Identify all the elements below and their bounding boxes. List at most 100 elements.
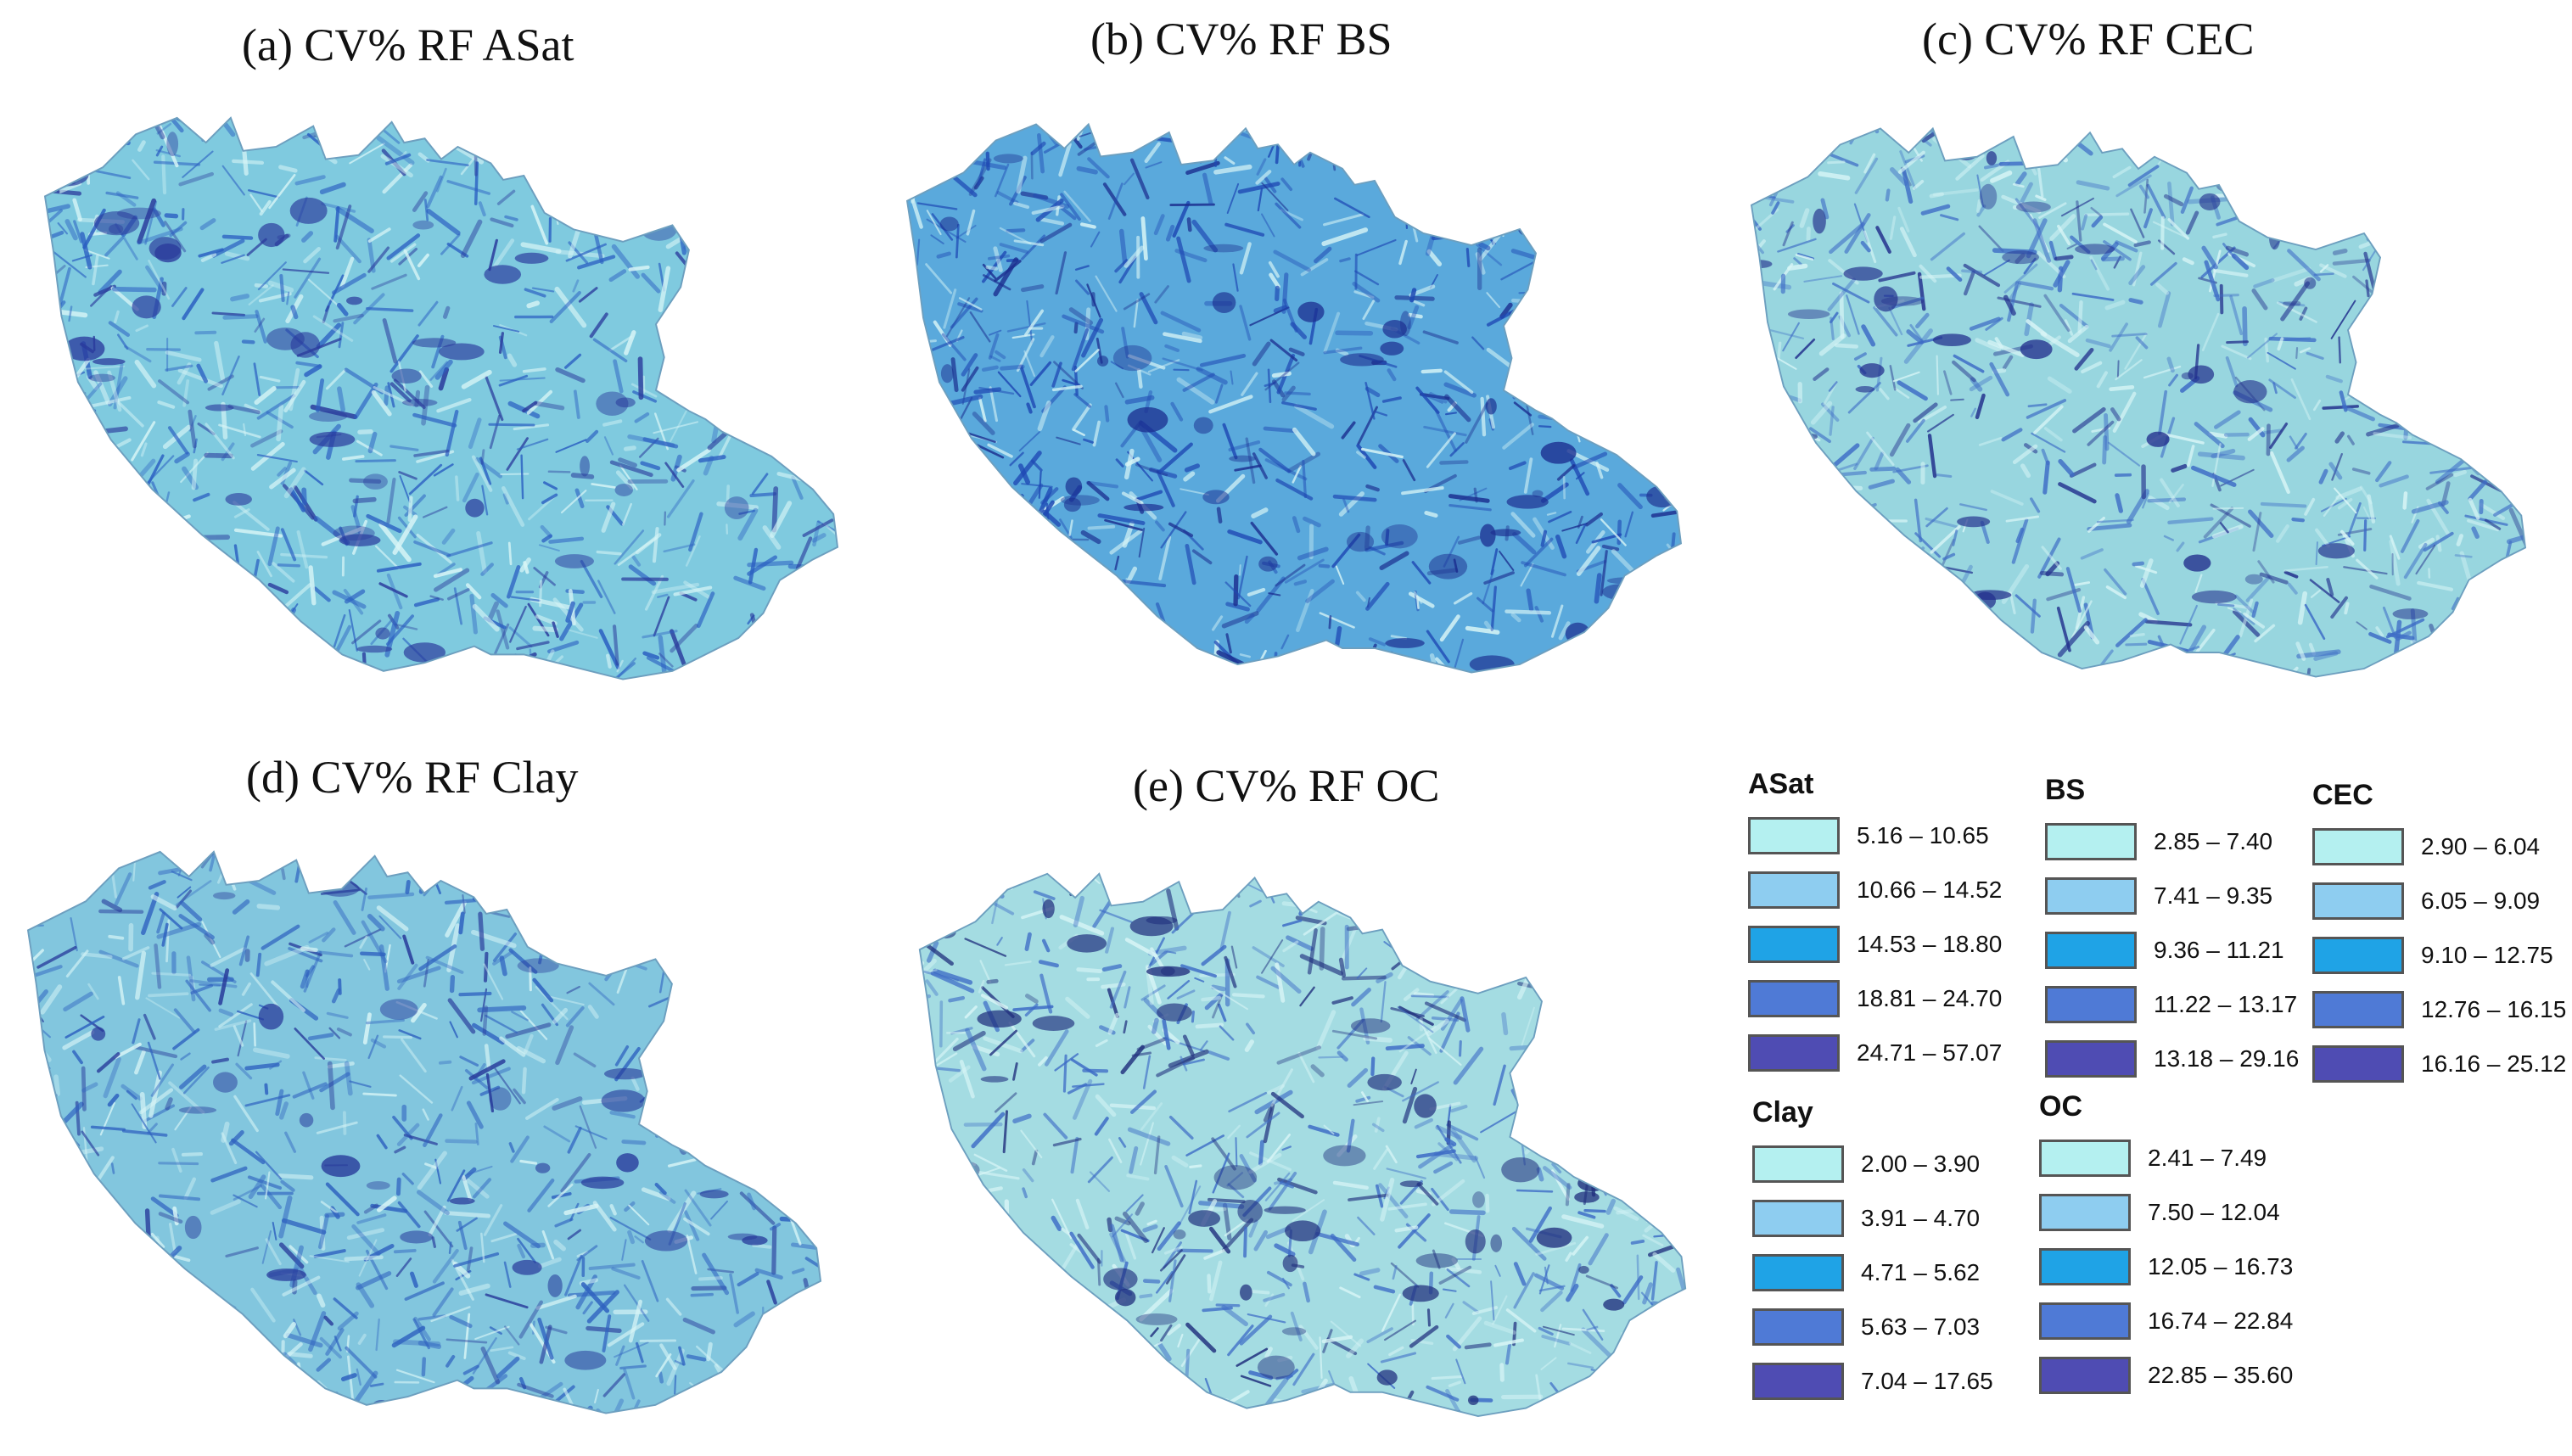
legend-range: 7.50 – 12.04 bbox=[2148, 1199, 2280, 1225]
legend-range: 2.00 – 3.90 bbox=[1861, 1151, 1981, 1177]
map-a bbox=[43, 116, 839, 680]
legend-range: 4.71 – 5.62 bbox=[1861, 1259, 1981, 1285]
legend-item: 2.00 – 3.90 bbox=[1752, 1142, 1993, 1186]
legend-swatch bbox=[2045, 823, 2137, 860]
legend-swatch bbox=[2039, 1194, 2131, 1231]
legend-item: 6.05 – 9.09 bbox=[2312, 879, 2566, 923]
legend-range: 3.91 – 4.70 bbox=[1861, 1205, 1981, 1231]
legend-swatch bbox=[2045, 877, 2137, 915]
legend-swatch bbox=[2039, 1302, 2131, 1340]
legend-swatch bbox=[1748, 817, 1840, 854]
legend-range: 12.05 – 16.73 bbox=[2148, 1253, 2294, 1280]
legend-swatch bbox=[2312, 937, 2404, 974]
map-b bbox=[905, 122, 1683, 674]
map-e bbox=[918, 872, 1687, 1417]
map-boundary bbox=[43, 116, 839, 680]
legend-swatch bbox=[2045, 986, 2137, 1023]
legend-item: 24.71 – 57.07 bbox=[1748, 1031, 2002, 1075]
legend-item: 7.41 – 9.35 bbox=[2045, 874, 2299, 918]
legend-item: 5.63 – 7.03 bbox=[1752, 1305, 1993, 1349]
legend-range: 2.85 – 7.40 bbox=[2154, 828, 2273, 854]
map-boundary bbox=[905, 122, 1683, 674]
legend-swatch bbox=[1748, 980, 1840, 1017]
map-d bbox=[26, 850, 822, 1414]
panel-title-c: (c) CV% RF CEC bbox=[1922, 14, 2255, 64]
legend-swatch bbox=[1748, 926, 1840, 963]
legend-swatch bbox=[1752, 1363, 1844, 1400]
legend-range: 16.74 – 22.84 bbox=[2148, 1308, 2294, 1334]
legend-cec: CEC 2.90 – 6.04 6.05 – 9.09 9.10 – 12.75… bbox=[2312, 779, 2566, 1096]
legend-item: 13.18 – 29.16 bbox=[2045, 1037, 2299, 1081]
legend-item: 9.36 – 11.21 bbox=[2045, 928, 2299, 972]
legend-range: 6.05 – 9.09 bbox=[2421, 888, 2541, 914]
legend-range: 5.16 – 10.65 bbox=[1857, 822, 1989, 848]
legend-item: 14.53 – 18.80 bbox=[1748, 922, 2002, 966]
legend-range: 24.71 – 57.07 bbox=[1857, 1039, 2003, 1066]
legend-range: 7.41 – 9.35 bbox=[2154, 882, 2273, 909]
panel-title-e: (e) CV% RF OC bbox=[1133, 760, 1440, 811]
legend-item: 12.76 – 16.15 bbox=[2312, 988, 2566, 1032]
panel-title-a: (a) CV% RF ASat bbox=[242, 20, 574, 70]
legend-bs: BS 2.85 – 7.40 7.41 – 9.35 9.36 – 11.21 … bbox=[2045, 774, 2299, 1091]
map-c bbox=[1750, 126, 2527, 678]
panel-title-d: (d) CV% RF Clay bbox=[246, 752, 579, 803]
panel-title-b: (b) CV% RF BS bbox=[1090, 14, 1392, 64]
legend-clay: Clay 2.00 – 3.90 3.91 – 4.70 4.71 – 5.62… bbox=[1752, 1096, 1993, 1414]
legend-swatch bbox=[2039, 1357, 2131, 1394]
legend-swatch bbox=[2312, 1045, 2404, 1083]
legend-range: 10.66 – 14.52 bbox=[1857, 876, 2003, 903]
legend-asat: ASat 5.16 – 10.65 10.66 – 14.52 14.53 – … bbox=[1748, 768, 2002, 1085]
legend-item: 18.81 – 24.70 bbox=[1748, 977, 2002, 1021]
legend-range: 12.76 – 16.15 bbox=[2421, 996, 2567, 1022]
legend-range: 9.10 – 12.75 bbox=[2421, 942, 2553, 968]
map-region bbox=[27, 851, 821, 1414]
legend-swatch bbox=[1752, 1200, 1844, 1237]
legend-title-clay: Clay bbox=[1752, 1096, 1813, 1128]
legend-title-oc: OC bbox=[2039, 1090, 2082, 1123]
legend-swatch bbox=[2312, 882, 2404, 920]
map-region bbox=[44, 117, 838, 680]
legend-item: 5.16 – 10.65 bbox=[1748, 814, 2002, 858]
legend-swatch bbox=[1748, 1034, 1840, 1072]
legend-swatch bbox=[2312, 991, 2404, 1028]
legend-range: 14.53 – 18.80 bbox=[1857, 931, 2003, 957]
legend-range: 18.81 – 24.70 bbox=[1857, 985, 2003, 1011]
legend-swatch bbox=[2045, 1040, 2137, 1078]
map-region bbox=[1751, 128, 2525, 677]
legend-item: 4.71 – 5.62 bbox=[1752, 1251, 1993, 1295]
legend-swatch bbox=[2045, 932, 2137, 969]
legend-title-bs: BS bbox=[2045, 774, 2086, 806]
legend-range: 13.18 – 29.16 bbox=[2154, 1045, 2300, 1072]
legend-swatch bbox=[2039, 1248, 2131, 1285]
legend-swatch bbox=[1752, 1254, 1844, 1291]
legend-item: 11.22 – 13.17 bbox=[2045, 983, 2299, 1027]
legend-range: 5.63 – 7.03 bbox=[1861, 1313, 1981, 1340]
legend-item: 16.16 – 25.12 bbox=[2312, 1042, 2566, 1086]
legend-item: 2.41 – 7.49 bbox=[2039, 1136, 2293, 1180]
legend-swatch bbox=[2039, 1140, 2131, 1177]
legend-item: 16.74 – 22.84 bbox=[2039, 1299, 2293, 1343]
legend-swatch bbox=[1748, 871, 1840, 909]
legend-item: 3.91 – 4.70 bbox=[1752, 1196, 1993, 1240]
legend-swatch bbox=[1752, 1145, 1844, 1183]
legend-item: 12.05 – 16.73 bbox=[2039, 1245, 2293, 1289]
map-boundary bbox=[26, 850, 822, 1414]
legend-swatch bbox=[2312, 828, 2404, 865]
legend-range: 16.16 – 25.12 bbox=[2421, 1050, 2567, 1077]
legend-swatch bbox=[1752, 1308, 1844, 1346]
legend-range: 9.36 – 11.21 bbox=[2154, 937, 2284, 963]
legend-range: 7.04 – 17.65 bbox=[1861, 1368, 1993, 1394]
legend-range: 2.90 – 6.04 bbox=[2421, 833, 2541, 860]
legend-item: 10.66 – 14.52 bbox=[1748, 868, 2002, 912]
legend-title-cec: CEC bbox=[2312, 779, 2373, 811]
legend-range: 11.22 – 13.17 bbox=[2154, 991, 2298, 1017]
legend-title-asat: ASat bbox=[1748, 768, 1814, 800]
legend-item: 2.85 – 7.40 bbox=[2045, 820, 2299, 864]
map-boundary bbox=[918, 872, 1687, 1417]
legend-item: 7.04 – 17.65 bbox=[1752, 1359, 1993, 1403]
legend-range: 22.85 – 35.60 bbox=[2148, 1362, 2294, 1388]
legend-range: 2.41 – 7.49 bbox=[2148, 1145, 2267, 1171]
legend-item: 7.50 – 12.04 bbox=[2039, 1190, 2293, 1235]
legend-item: 2.90 – 6.04 bbox=[2312, 825, 2566, 869]
legend-item: 22.85 – 35.60 bbox=[2039, 1353, 2293, 1397]
